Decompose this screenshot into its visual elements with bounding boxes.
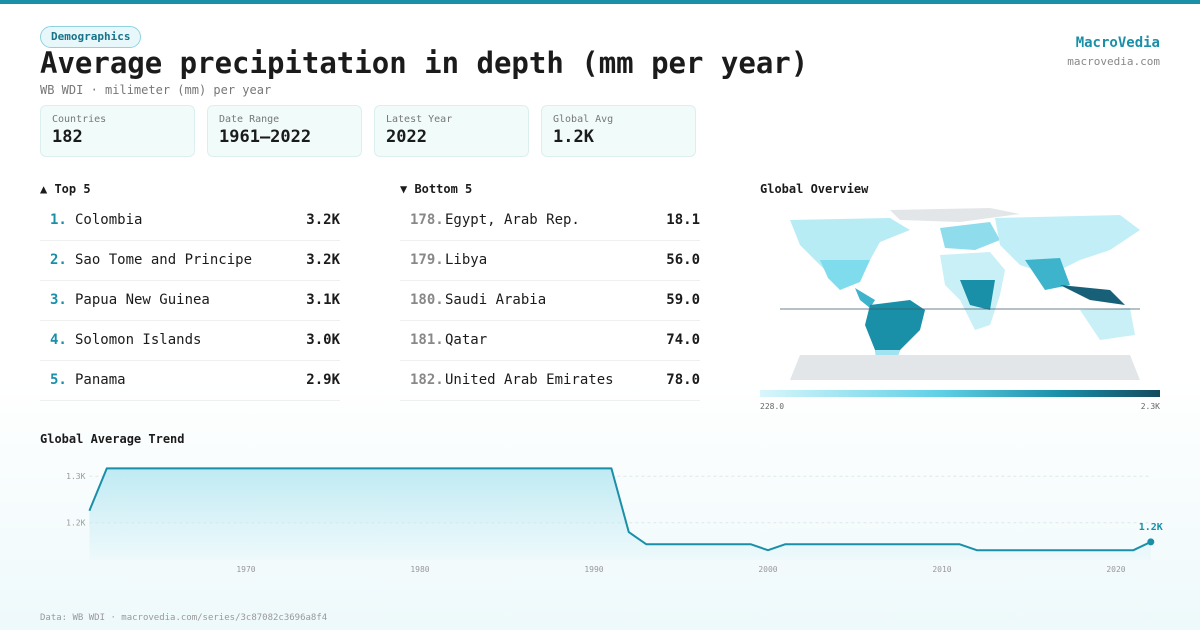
rank: 178. <box>410 212 444 228</box>
rank: 4. <box>50 332 67 348</box>
row-value: 3.2K <box>306 212 340 228</box>
row-value: 59.0 <box>666 292 700 308</box>
central-africa <box>960 280 995 310</box>
rank: 5. <box>50 372 67 388</box>
x-tick-label: 2020 <box>1106 565 1125 574</box>
area <box>89 468 1151 560</box>
list-row[interactable]: 180. Saudi Arabia 59.0 <box>400 280 700 321</box>
rank: 181. <box>410 332 444 348</box>
stat-card: Date Range 1961–2022 <box>207 105 362 157</box>
color-scale <box>760 390 1160 397</box>
southeast-asia <box>1060 285 1125 305</box>
asia <box>995 215 1140 275</box>
list-row[interactable]: 182. United Arab Emirates 78.0 <box>400 360 700 401</box>
list-row[interactable]: 1. Colombia 3.2K <box>40 200 340 241</box>
section-title: ▲ Top 5 <box>40 182 91 196</box>
list-row[interactable]: 5. Panama 2.9K <box>40 360 340 401</box>
list-row[interactable]: 179. Libya 56.0 <box>400 240 700 281</box>
country-name: Sao Tome and Principe <box>75 252 253 268</box>
list-row[interactable]: 2. Sao Tome and Principe 3.2K <box>40 240 340 281</box>
australia <box>1080 308 1135 340</box>
stat-value: 2022 <box>386 127 427 147</box>
section-title: Global Overview <box>760 182 869 196</box>
footer: Data: WB WDI · macrovedia.com/series/3c8… <box>40 613 328 623</box>
y-tick-label: 1.2K <box>66 518 85 527</box>
stat-label: Date Range <box>219 114 280 125</box>
rank: 3. <box>50 292 67 308</box>
list-row[interactable]: 181. Qatar 74.0 <box>400 320 700 361</box>
stat-card: Global Avg 1.2K <box>541 105 696 157</box>
row-value: 3.0K <box>306 332 340 348</box>
north-america <box>790 218 910 290</box>
rank: 180. <box>410 292 444 308</box>
south-asia <box>1025 258 1070 290</box>
country-name: Papua New Guinea <box>75 292 210 308</box>
subtitle: WB WDI · milimeter (mm) per year <box>40 83 272 97</box>
row-value: 2.9K <box>306 372 340 388</box>
row-value: 78.0 <box>666 372 700 388</box>
country-name: Colombia <box>75 212 143 228</box>
europe <box>940 222 1000 250</box>
country-name: Libya <box>445 252 488 268</box>
x-tick-label: 1970 <box>236 565 255 574</box>
x-tick-label: 2010 <box>932 565 951 574</box>
stat-card: Latest Year 2022 <box>374 105 529 157</box>
section-title: ▼ Bottom 5 <box>400 182 473 196</box>
stat-value: 182 <box>52 127 83 147</box>
stat-label: Countries <box>52 114 107 125</box>
country-name: Panama <box>75 372 126 388</box>
country-name: Qatar <box>445 332 488 348</box>
page-title: Average precipitation in depth (mm per y… <box>40 46 809 80</box>
list-row[interactable]: 4. Solomon Islands 3.0K <box>40 320 340 361</box>
country-name: United Arab Emirates <box>445 372 614 388</box>
row-value: 74.0 <box>666 332 700 348</box>
x-tick-label: 1980 <box>410 565 429 574</box>
brand[interactable]: MacroVedia <box>1075 35 1160 51</box>
stat-value: 1961–2022 <box>219 127 312 147</box>
stat-label: Global Avg <box>553 114 614 125</box>
stat-value: 1.2K <box>553 127 594 147</box>
scale-max: 2.3K <box>1141 402 1160 411</box>
rank: 1. <box>50 212 67 228</box>
usa <box>820 260 870 290</box>
stat-card: Countries 182 <box>40 105 195 157</box>
rank: 179. <box>410 252 444 268</box>
row-value: 3.1K <box>306 292 340 308</box>
end-point <box>1147 538 1155 546</box>
country-name: Saudi Arabia <box>445 292 547 308</box>
greenland <box>890 208 1020 222</box>
x-tick-label: 1990 <box>584 565 603 574</box>
country-name: Egypt, Arab Rep. <box>445 212 580 228</box>
antarctica <box>790 355 1140 380</box>
list-row[interactable]: 3. Papua New Guinea 3.1K <box>40 280 340 321</box>
chart-title: Global Average Trend <box>40 432 185 446</box>
country-name: Solomon Islands <box>75 332 202 348</box>
rank: 182. <box>410 372 444 388</box>
trend-chart: 1.2K 1.3K 1970 1980 1990 2000 2010 2020 1.2K <box>66 467 1163 574</box>
line <box>88 467 1152 552</box>
row-value: 56.0 <box>666 252 700 268</box>
stat-label: Latest Year <box>386 114 453 125</box>
world-map: 228.0 2.3K <box>760 208 1160 411</box>
y-tick-label: 1.3K <box>66 472 85 481</box>
row-value: 3.2K <box>306 252 340 268</box>
x-tick-label: 2000 <box>758 565 777 574</box>
rank: 2. <box>50 252 67 268</box>
central-america <box>855 288 875 308</box>
top-bar <box>0 0 1200 4</box>
list-row[interactable]: 178. Egypt, Arab Rep. 18.1 <box>400 200 700 241</box>
category-tag[interactable]: Demographics <box>40 26 142 48</box>
row-value: 18.1 <box>666 212 700 228</box>
site[interactable]: macrovedia.com <box>1067 55 1160 68</box>
scale-min: 228.0 <box>760 402 784 411</box>
value-label: 1.2K <box>1139 522 1163 533</box>
